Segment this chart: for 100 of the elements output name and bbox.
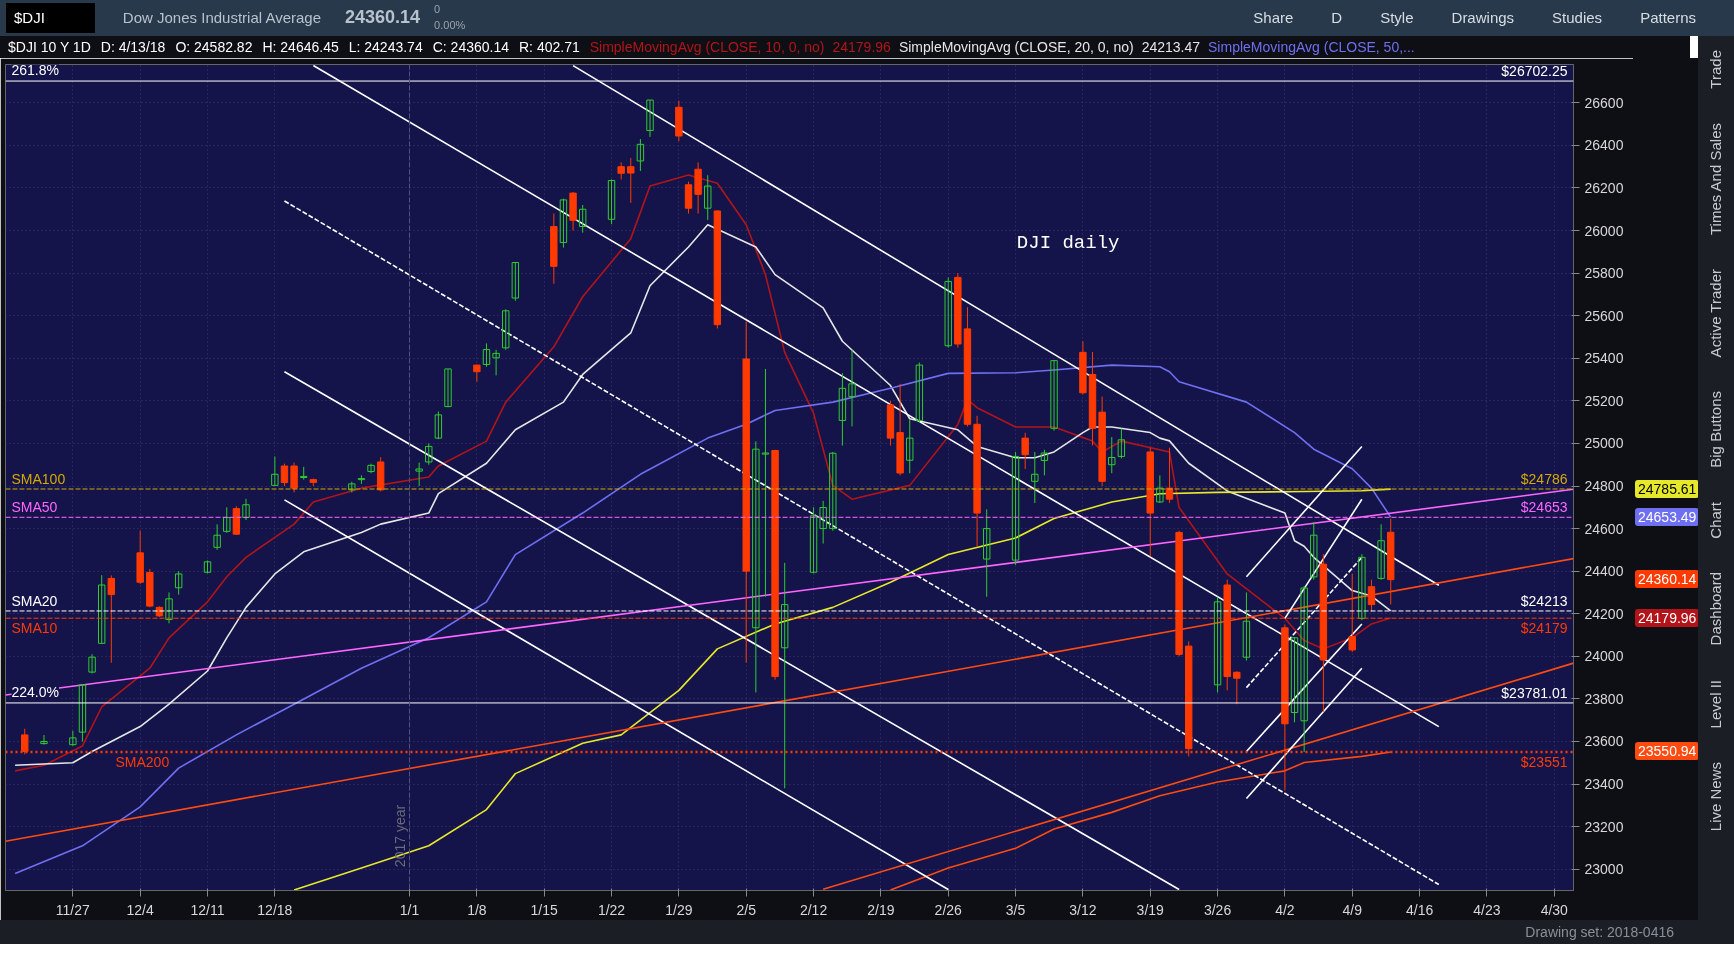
x-tick-label: 1/1 — [399, 901, 420, 918]
candlestick — [88, 653, 96, 674]
x-tick-label: 2/26 — [934, 901, 963, 918]
text: 24179.96 — [832, 39, 891, 55]
candlestick — [1117, 428, 1126, 459]
candlestick — [97, 574, 106, 645]
candlestick — [425, 442, 433, 466]
y-tick-label: 23000 — [1584, 861, 1624, 878]
candlestick — [684, 181, 693, 215]
text: SimpleMovingAvg (CLOSE, 20, 0, no) — [898, 39, 1134, 55]
text: $DJI — [6, 3, 95, 33]
text: Dashboard — [1706, 572, 1726, 646]
x-tick-label: 2/19 — [867, 901, 895, 918]
text: 24179.96 — [1635, 608, 1700, 627]
y-tick-label: 25800 — [1584, 265, 1624, 282]
text: Level II — [1706, 679, 1726, 729]
annotation: 2017 year — [391, 804, 408, 868]
text: D: 4/13/18 — [100, 39, 166, 55]
candlestick — [1242, 591, 1251, 662]
candlestick — [434, 411, 443, 440]
text: 23550.94 — [1635, 742, 1700, 761]
candlestick — [627, 157, 635, 204]
candlestick — [607, 178, 616, 225]
text: $DJI 10 Y 1D — [8, 39, 91, 55]
candlestick — [1377, 523, 1385, 581]
x-tick-label: 12/11 — [190, 901, 225, 918]
candlestick — [1050, 359, 1058, 432]
y-tick-label: 25400 — [1584, 350, 1624, 367]
x-tick-label: 2/5 — [736, 901, 757, 918]
candlestick — [367, 463, 375, 474]
candlestick — [415, 462, 423, 487]
y-tick-label: 24400 — [1584, 563, 1624, 580]
y-tick-label: 26400 — [1584, 137, 1624, 154]
candlestick — [165, 591, 173, 624]
candlestick — [78, 683, 87, 742]
candlestick — [1233, 670, 1241, 705]
candlestick — [1031, 451, 1039, 504]
x-tick-label: 3/12 — [1069, 901, 1097, 918]
candlestick — [809, 506, 818, 574]
candlestick — [906, 419, 914, 474]
text: Drawings — [1451, 8, 1515, 29]
candlestick — [1021, 432, 1029, 470]
candlestick — [1011, 451, 1020, 566]
candlestick — [223, 506, 231, 534]
x-tick-label: 4/9 — [1342, 901, 1363, 918]
y-tick-label: 24000 — [1584, 648, 1624, 665]
candlestick — [1290, 636, 1299, 723]
candlestick — [944, 276, 952, 349]
text: Chart — [1706, 501, 1726, 539]
y-tick-label: 25000 — [1584, 435, 1624, 452]
candlestick — [473, 364, 481, 383]
line-series — [14, 364, 1392, 875]
text: SimpleMovingAvg (CLOSE, 10, 0, no) — [589, 39, 825, 55]
x-tick-label: 1/29 — [665, 901, 693, 918]
candlestick — [1108, 436, 1116, 474]
text: DJI daily — [1016, 232, 1120, 255]
x-tick-label: 3/5 — [1005, 901, 1026, 918]
text: Dow Jones Industrial Average — [122, 8, 322, 29]
candlestick — [444, 368, 452, 408]
y-tick-label: 26600 — [1584, 94, 1624, 111]
candlestick — [1213, 596, 1222, 694]
x-tick-label: 3/26 — [1203, 901, 1232, 918]
text: Big Buttons — [1706, 391, 1726, 468]
text: C: 24360.14 — [432, 39, 509, 55]
text: 24360.14 — [1635, 570, 1700, 589]
x-tick-label: 4/30 — [1540, 901, 1569, 918]
candlestick — [780, 562, 789, 789]
text: 24785.61 — [1635, 479, 1700, 498]
ref-line-label: SMA50 — [11, 499, 58, 516]
text: 0.00% — [434, 18, 466, 33]
ref-line-label: SMA20 — [11, 592, 58, 609]
ref-line-label: SMA10 — [11, 620, 58, 637]
text: R: 402.71 — [519, 39, 580, 55]
text: Drawing set: 2018-0416 — [1525, 924, 1674, 940]
text: H: 24646.45 — [262, 39, 339, 55]
x-tick-label: 1/15 — [530, 901, 559, 918]
text: Trade — [1706, 50, 1726, 89]
candlestick — [752, 440, 760, 694]
candlestick — [848, 349, 856, 427]
text: Studies — [1552, 8, 1603, 29]
annotation: $23551 — [1520, 753, 1568, 770]
line-series — [293, 488, 1392, 891]
text: O: 24582.82 — [175, 39, 253, 55]
y-tick-label: 26200 — [1584, 179, 1624, 196]
candlestick — [1310, 521, 1318, 581]
text: Style — [1380, 8, 1414, 29]
candlestick — [280, 463, 289, 487]
text: Patterns — [1640, 8, 1696, 29]
candlestick — [174, 570, 183, 596]
candlestick — [559, 198, 568, 249]
y-tick-label: 23400 — [1584, 776, 1624, 793]
candlestick — [1367, 579, 1376, 613]
y-tick-label: 24600 — [1584, 520, 1624, 537]
candlestick — [829, 451, 837, 532]
x-tick-label: 12/4 — [126, 901, 155, 918]
candlestick — [1165, 447, 1174, 504]
text: 24360.14 — [345, 6, 421, 30]
candlestick — [492, 349, 500, 376]
y-tick-label: 26000 — [1584, 222, 1624, 239]
ref-line-label: SMA200 — [115, 753, 170, 770]
